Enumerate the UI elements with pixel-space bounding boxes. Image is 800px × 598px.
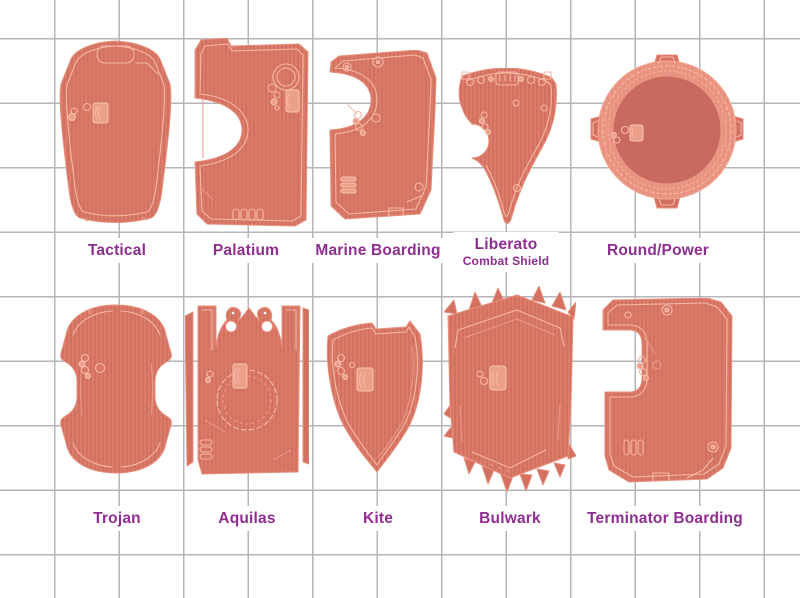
bulwark-shield-image	[444, 286, 576, 493]
shield-name: Bulwark	[479, 510, 541, 527]
shield-subname: Combat Shield	[462, 254, 550, 269]
terminator-boarding-label: Terminator Boarding	[578, 506, 752, 532]
shield-name: Trojan	[93, 510, 141, 527]
terminator-boarding-shield-image	[602, 298, 733, 483]
trojan-shield-image	[60, 304, 172, 474]
liberato-combat-shield-image	[458, 68, 558, 224]
bulwark-label: Bulwark	[470, 506, 550, 532]
shield-name: Tactical	[87, 242, 147, 259]
kite-label: Kite	[353, 506, 403, 532]
kite-shield-image	[326, 320, 423, 473]
round-power-shield-image	[590, 54, 744, 209]
shield-name: Palatium	[212, 242, 280, 259]
tactical-shield-image	[59, 40, 172, 223]
shield-name: Marine Boarding	[315, 242, 441, 259]
shield-name: Round/Power	[606, 242, 710, 259]
shield-name: Aquilas	[218, 510, 276, 527]
trojan-label: Trojan	[84, 506, 150, 532]
tactical-label: Tactical	[78, 238, 156, 264]
marine-boarding-label: Marine Boarding	[306, 238, 450, 264]
shield-name: Kite	[362, 510, 394, 527]
shield-name: Liberato	[474, 236, 538, 253]
shield-name: Terminator Boarding	[587, 510, 743, 527]
marine-boarding-shield-image	[329, 50, 437, 220]
liberato-label: Liberato Combat Shield	[453, 232, 559, 273]
round-power-label: Round/Power	[597, 238, 719, 264]
aquilas-label: Aquilas	[209, 506, 285, 532]
aquilas-shield-image	[185, 305, 309, 475]
palatium-shield-image	[194, 38, 309, 227]
palatium-label: Palatium	[203, 238, 289, 264]
